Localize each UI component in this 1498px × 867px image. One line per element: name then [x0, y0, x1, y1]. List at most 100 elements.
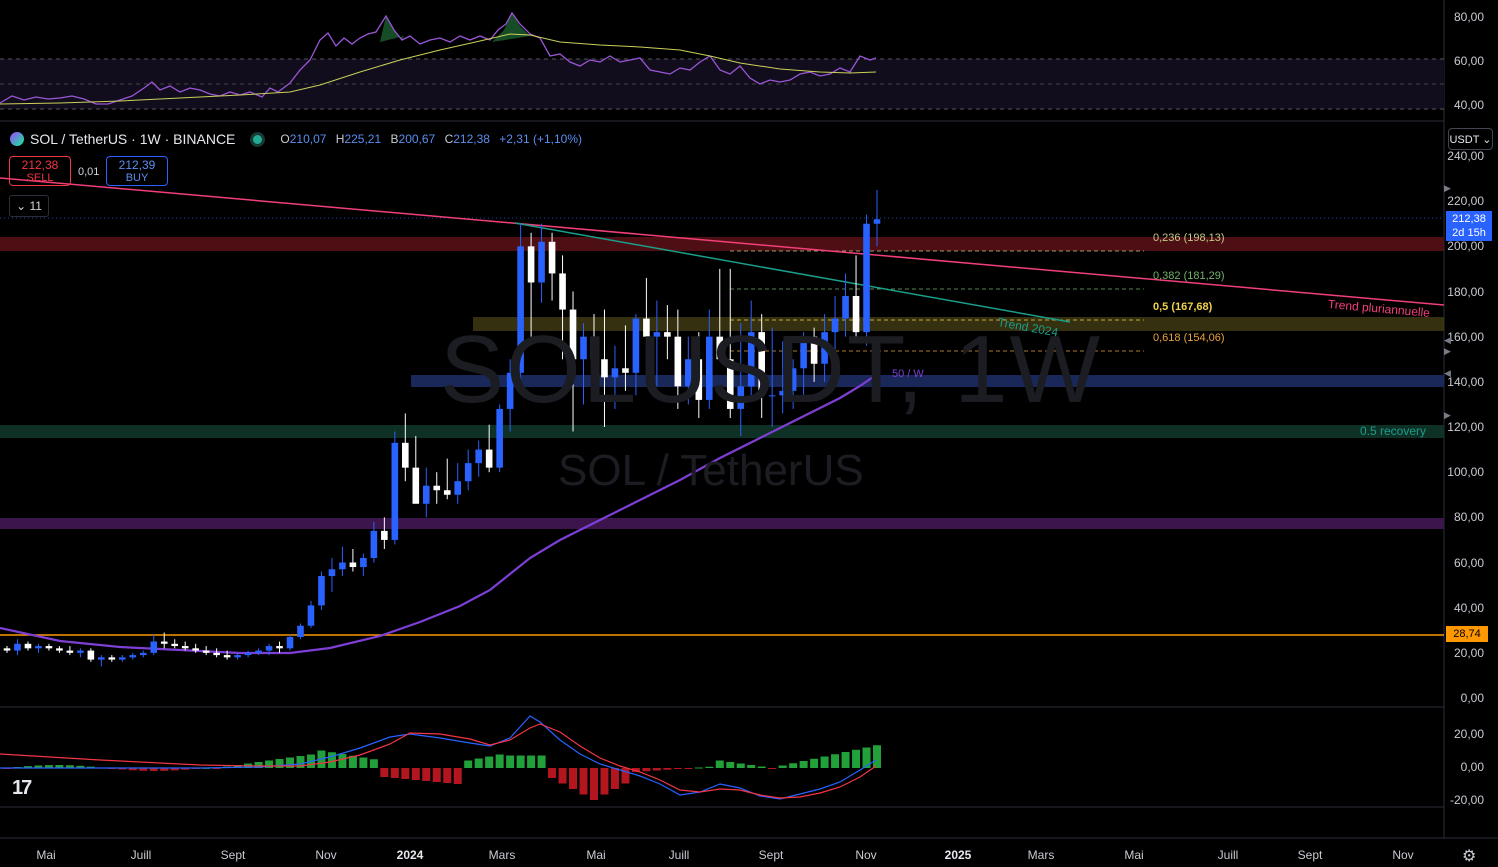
candle-body	[66, 650, 74, 653]
trend-multi-line	[0, 177, 1445, 306]
candle-body	[443, 490, 451, 495]
candle-body	[265, 646, 273, 651]
buy-label: BUY	[125, 172, 149, 184]
candle-body	[202, 650, 210, 653]
macd-histogram-bar	[778, 765, 787, 768]
recovery-label: 0.5 recovery	[1360, 424, 1427, 438]
symbol-legend[interactable]: SOL / TetherUS · 1W · BINANCE O210,07 H2…	[10, 130, 588, 148]
candle-body	[842, 296, 849, 319]
candle-body	[821, 332, 828, 364]
rsi-ma-line	[0, 33, 877, 105]
macd-histogram-bar	[275, 759, 284, 768]
symbol-watermark-subtitle: SOL / TetherUS	[558, 446, 864, 495]
candle-body	[433, 485, 441, 491]
candle-body	[779, 390, 786, 396]
candle-body	[863, 223, 870, 333]
support-level-tag: 28,74	[1446, 626, 1488, 642]
axis-tick-label: 200,00	[1447, 239, 1484, 254]
fib-zone	[473, 317, 1444, 331]
axis-tick-label: 0,00	[1460, 691, 1484, 705]
rsi-line	[0, 11, 877, 105]
indicators-collapse-button[interactable]: ⌄ 11	[9, 195, 49, 217]
axis-tick-label: 20,00	[1453, 727, 1484, 741]
macd-histogram-bar	[705, 766, 714, 768]
macd-histogram-bar	[736, 763, 745, 768]
axis-tick-label: 0,00	[1460, 760, 1484, 774]
trend-2024-line	[514, 222, 1071, 323]
candle-body	[3, 648, 11, 651]
macd-histogram-bar	[390, 768, 399, 778]
macd-histogram-bar	[537, 755, 546, 768]
macd-histogram-bar	[873, 745, 881, 768]
currency-selector[interactable]: USDT ⌄	[1448, 128, 1493, 150]
axis-tick-label: 60,00	[1453, 54, 1484, 68]
last-price-tag: 212,38 2d 15h	[1446, 211, 1492, 241]
candle-body	[213, 652, 220, 656]
macd-histogram-bar	[558, 768, 567, 784]
macd-histogram-bar	[369, 759, 378, 768]
candle-body	[475, 449, 482, 464]
candle-body	[716, 336, 724, 360]
time-tick-label: Mai	[36, 848, 56, 862]
axis-tick-label: 220,00	[1447, 194, 1484, 209]
candle-body	[873, 219, 881, 224]
candle-body	[307, 605, 315, 626]
macd-histogram-bar	[694, 767, 703, 769]
candle-body	[674, 336, 682, 387]
tradingview-logo-icon[interactable]: 17	[12, 777, 32, 799]
macd-histogram-bar	[747, 765, 756, 768]
candle-body	[611, 368, 619, 378]
candle-body	[14, 643, 21, 651]
macd-histogram-bar	[621, 768, 630, 784]
macd-histogram-bar	[170, 768, 179, 771]
sell-button[interactable]: 212,38 SELL	[9, 156, 71, 186]
ma-zone	[411, 375, 1444, 387]
macd-histogram-bar	[799, 761, 808, 768]
ohlc-open: 210,07	[289, 132, 327, 146]
sell-price: 212,38	[21, 158, 59, 172]
macd-histogram-bar	[768, 768, 777, 769]
alert-marker-icon[interactable]: ◀	[1444, 368, 1451, 378]
alert-marker-icon[interactable]: ▶	[1444, 410, 1451, 420]
alert-marker-icon[interactable]: ▶	[1444, 183, 1451, 193]
market-open-dot-icon	[253, 134, 263, 144]
candle-body	[632, 318, 640, 373]
macd-histogram-bar	[55, 765, 64, 768]
symbol-watermark: SOLUSDT, 1W	[440, 316, 1103, 423]
macd-histogram-bar	[432, 768, 441, 782]
macd-histogram-bar	[359, 757, 368, 768]
chevron-down-icon: ⌄	[16, 199, 27, 213]
macd-histogram-bar	[789, 763, 798, 768]
candle-body	[538, 241, 545, 283]
candle-body	[318, 576, 325, 606]
axis-tick-label: 100,00	[1447, 465, 1484, 480]
candle-body	[737, 386, 745, 409]
ohlc-close: 212,38	[453, 132, 490, 146]
macd-histogram-bar	[663, 768, 672, 770]
alert-marker-icon[interactable]: ◀	[1444, 335, 1451, 345]
macd-histogram-bar	[181, 768, 190, 770]
ma-50w-line	[0, 374, 877, 655]
last-price: 212,38	[1452, 213, 1486, 225]
buy-button[interactable]: 212,39 BUY	[106, 156, 168, 186]
candle-body	[223, 655, 231, 658]
candle-body	[643, 318, 650, 337]
bar-countdown: 2d 15h	[1452, 227, 1486, 239]
macd-histogram-bar	[453, 768, 462, 784]
macd-histogram-bar	[841, 752, 850, 768]
candle-body	[852, 296, 860, 333]
macd-histogram-bar	[65, 765, 74, 768]
candle-body	[35, 646, 42, 649]
macd-histogram-bar	[411, 768, 420, 780]
candle-body	[349, 562, 357, 568]
alert-marker-icon[interactable]: ▶	[1444, 346, 1451, 356]
macd-histogram-bar	[338, 754, 347, 768]
candle-body	[171, 643, 179, 647]
ma-50w-label: 50 / W	[892, 368, 924, 380]
gear-icon[interactable]: ⚙	[1462, 848, 1477, 865]
candle-body	[276, 646, 283, 649]
candle-body	[601, 359, 608, 378]
macd-histogram-bar	[128, 768, 137, 771]
time-tick-label: Juill	[668, 848, 690, 862]
